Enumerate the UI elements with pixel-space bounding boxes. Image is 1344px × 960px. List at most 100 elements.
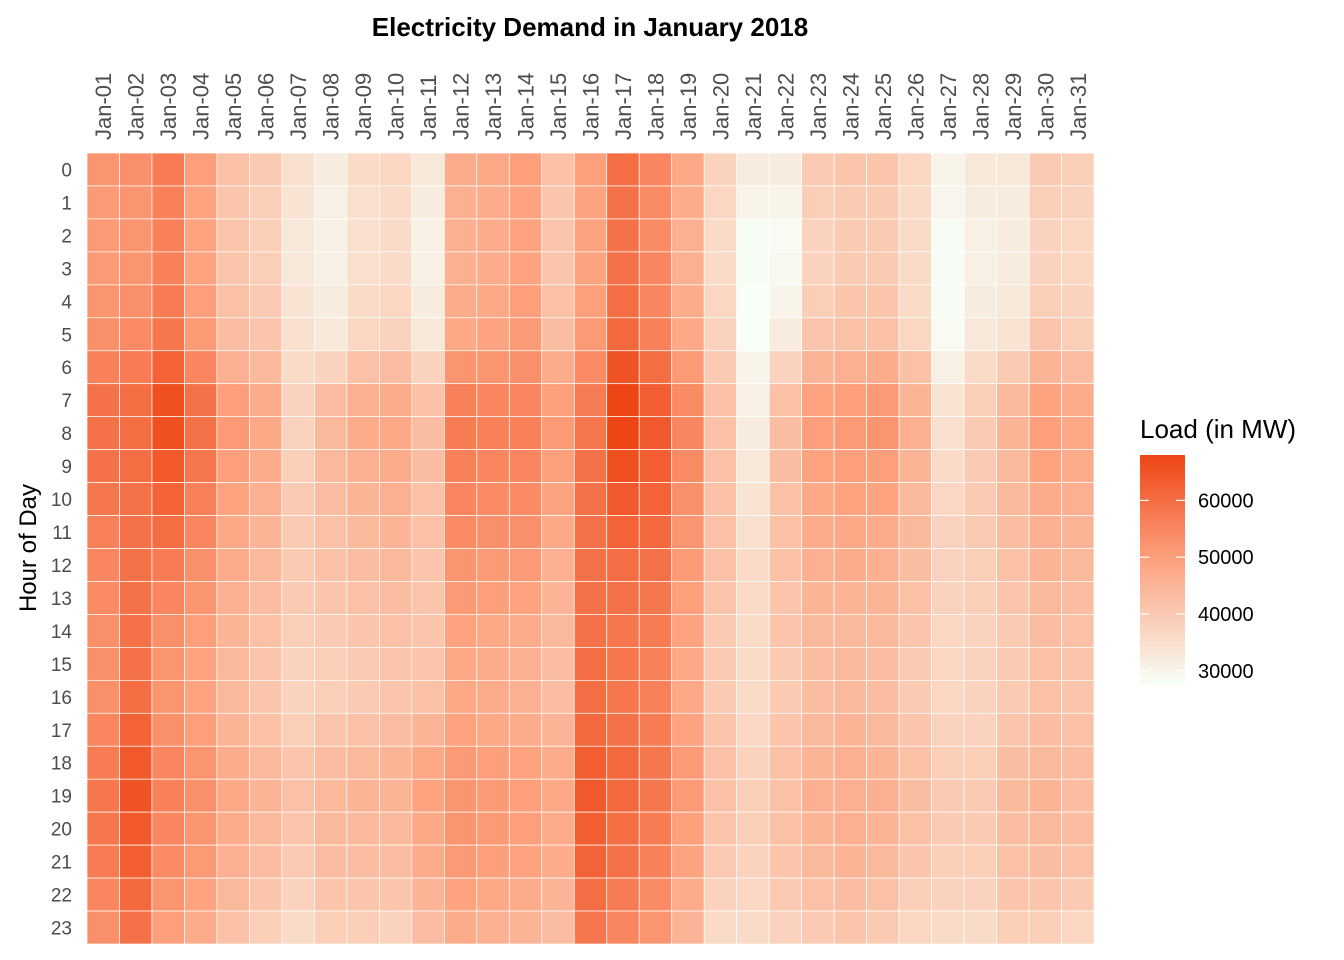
heatmap-cell xyxy=(703,152,738,187)
heatmap-cell xyxy=(508,284,543,319)
heatmap-cell xyxy=(931,185,965,220)
heatmap-cell xyxy=(833,778,867,813)
heatmap-cell xyxy=(314,185,348,220)
heatmap-cell xyxy=(671,778,705,813)
heatmap-cell xyxy=(151,844,185,879)
heatmap-cell xyxy=(573,679,608,714)
heatmap-cell xyxy=(249,712,283,747)
heatmap-cell xyxy=(606,581,640,615)
x-tick-label: Jan-17 xyxy=(611,73,636,140)
heatmap-cell xyxy=(541,844,575,879)
heatmap-cell xyxy=(898,811,932,846)
heatmap-cell xyxy=(476,877,510,912)
heatmap-cell xyxy=(898,482,932,516)
heatmap-cell xyxy=(508,251,543,286)
heatmap-cell xyxy=(281,614,315,648)
heatmap-cell xyxy=(866,251,900,286)
heatmap-cell xyxy=(898,548,932,582)
heatmap-cell xyxy=(476,647,510,681)
heatmap-cell xyxy=(866,185,900,220)
heatmap-cell xyxy=(801,745,835,780)
heatmap-cell xyxy=(931,745,965,780)
heatmap-cell xyxy=(151,877,185,912)
heatmap-cell xyxy=(736,317,770,352)
heatmap-cell xyxy=(963,910,997,945)
heatmap-cell xyxy=(573,647,608,681)
heatmap-cell xyxy=(249,844,283,879)
heatmap-cell xyxy=(833,910,867,945)
heatmap-cell xyxy=(1028,614,1062,648)
y-axis-label: Hour of Day xyxy=(15,484,42,612)
heatmap-cell xyxy=(996,185,1030,220)
heatmap-cell xyxy=(996,317,1030,352)
heatmap-cell xyxy=(281,152,315,187)
heatmap-cell xyxy=(314,844,348,879)
heatmap-cell xyxy=(184,778,218,813)
heatmap-cell xyxy=(768,482,802,516)
heatmap-cell xyxy=(249,449,283,483)
heatmap-cell xyxy=(606,811,640,846)
heatmap-cell xyxy=(736,548,770,582)
heatmap-cell xyxy=(151,778,185,813)
heatmap-cell xyxy=(606,778,640,813)
heatmap-cell xyxy=(119,614,153,648)
heatmap-cell xyxy=(703,877,738,912)
heatmap-cell xyxy=(996,416,1030,450)
x-tick-label: Jan-21 xyxy=(741,73,766,140)
heatmap-cell xyxy=(1061,350,1095,385)
heatmap-cell xyxy=(866,218,900,253)
heatmap-cell xyxy=(606,679,640,714)
heatmap-cell xyxy=(606,910,640,945)
heatmap-cell xyxy=(573,416,608,450)
heatmap-cell xyxy=(833,811,867,846)
heatmap-cell xyxy=(866,284,900,319)
heatmap-cell xyxy=(346,515,380,549)
heatmap-cell xyxy=(411,877,445,912)
heatmap-cell xyxy=(996,778,1030,813)
heatmap-cell xyxy=(379,647,413,681)
heatmap-cell xyxy=(476,844,510,879)
heatmap-cell xyxy=(833,877,867,912)
heatmap-cell xyxy=(281,515,315,549)
heatmap-cell xyxy=(476,383,510,418)
heatmap-cell xyxy=(119,515,153,549)
heatmap-cell xyxy=(184,482,218,516)
heatmap-cell xyxy=(606,416,640,450)
heatmap-cell xyxy=(443,185,478,220)
heatmap-cell xyxy=(151,284,185,319)
heatmap-cell xyxy=(573,844,608,879)
heatmap-cell xyxy=(249,614,283,648)
heatmap-cell xyxy=(281,811,315,846)
heatmap-cell xyxy=(411,778,445,813)
heatmap-cell xyxy=(379,679,413,714)
heatmap-cell xyxy=(801,416,835,450)
heatmap-cell xyxy=(249,152,283,187)
heatmap-cell xyxy=(703,383,738,418)
heatmap-cell xyxy=(638,152,673,187)
heatmap-cell xyxy=(573,778,608,813)
heatmap-cell xyxy=(379,745,413,780)
heatmap-cell xyxy=(476,581,510,615)
heatmap-cell xyxy=(151,581,185,615)
heatmap-cell xyxy=(801,152,835,187)
heatmap-cell xyxy=(443,548,478,582)
heatmap-cell xyxy=(1061,416,1095,450)
heatmap-cell xyxy=(216,581,250,615)
heatmap-cell xyxy=(931,152,965,187)
heatmap-cell xyxy=(963,284,997,319)
heatmap-cell xyxy=(963,350,997,385)
heatmap-cell xyxy=(508,482,543,516)
heatmap-cell xyxy=(1061,679,1095,714)
heatmap-cell xyxy=(671,185,705,220)
heatmap-cell xyxy=(606,614,640,648)
heatmap-cell xyxy=(476,548,510,582)
heatmap-cells xyxy=(86,152,1095,945)
heatmap-cell xyxy=(996,745,1030,780)
heatmap-cell xyxy=(151,185,185,220)
heatmap-cell xyxy=(411,745,445,780)
heatmap-cell xyxy=(314,548,348,582)
heatmap-cell xyxy=(216,515,250,549)
heatmap-cell xyxy=(86,185,120,220)
heatmap-cell xyxy=(736,679,770,714)
heatmap-cell xyxy=(833,251,867,286)
